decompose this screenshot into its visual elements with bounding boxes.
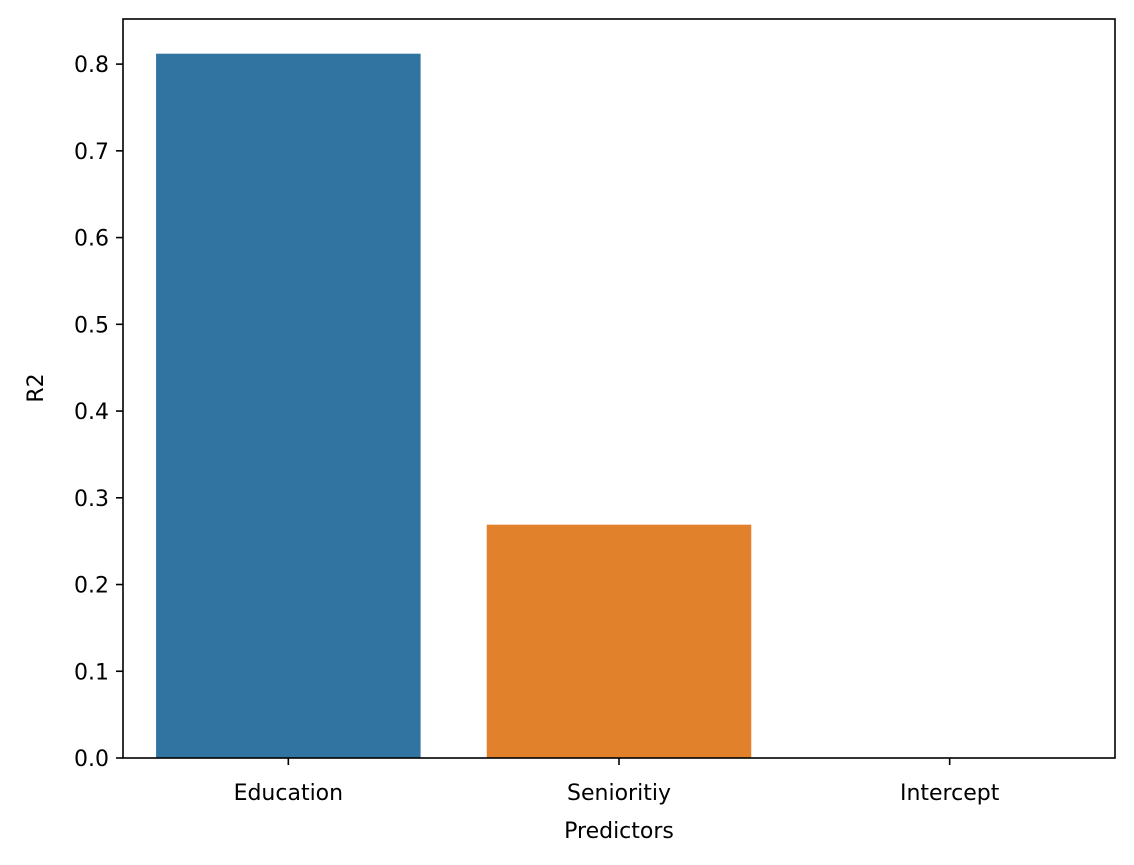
bar-education [156, 53, 421, 758]
y-tick-label: 0.8 [74, 53, 109, 78]
y-tick-label: 0.3 [74, 487, 109, 512]
y-tick-label: 0.0 [74, 747, 109, 772]
y-tick-label: 0.5 [74, 313, 109, 338]
x-axis-title: Predictors [564, 819, 674, 844]
x-tick-label: Education [234, 781, 344, 806]
x-tick-label: Intercept [900, 781, 1000, 806]
y-tick-label: 0.7 [74, 140, 109, 165]
bars-layer [156, 53, 752, 758]
y-tick-label: 0.1 [74, 660, 109, 685]
bar-senioritiy [486, 524, 752, 758]
y-tick-label: 0.4 [74, 400, 109, 425]
x-tick-label: Senioritiy [567, 781, 671, 806]
x-axis-ticks: Education Senioritiy Intercept [234, 758, 1000, 806]
y-tick-label: 0.6 [74, 227, 109, 252]
y-axis-ticks: 0.0 0.1 0.2 0.3 0.4 0.5 0.6 0.7 0.8 [74, 53, 123, 772]
y-tick-label: 0.2 [74, 574, 109, 599]
y-axis-title: R2 [24, 373, 49, 402]
plot-frame [122, 18, 1116, 759]
